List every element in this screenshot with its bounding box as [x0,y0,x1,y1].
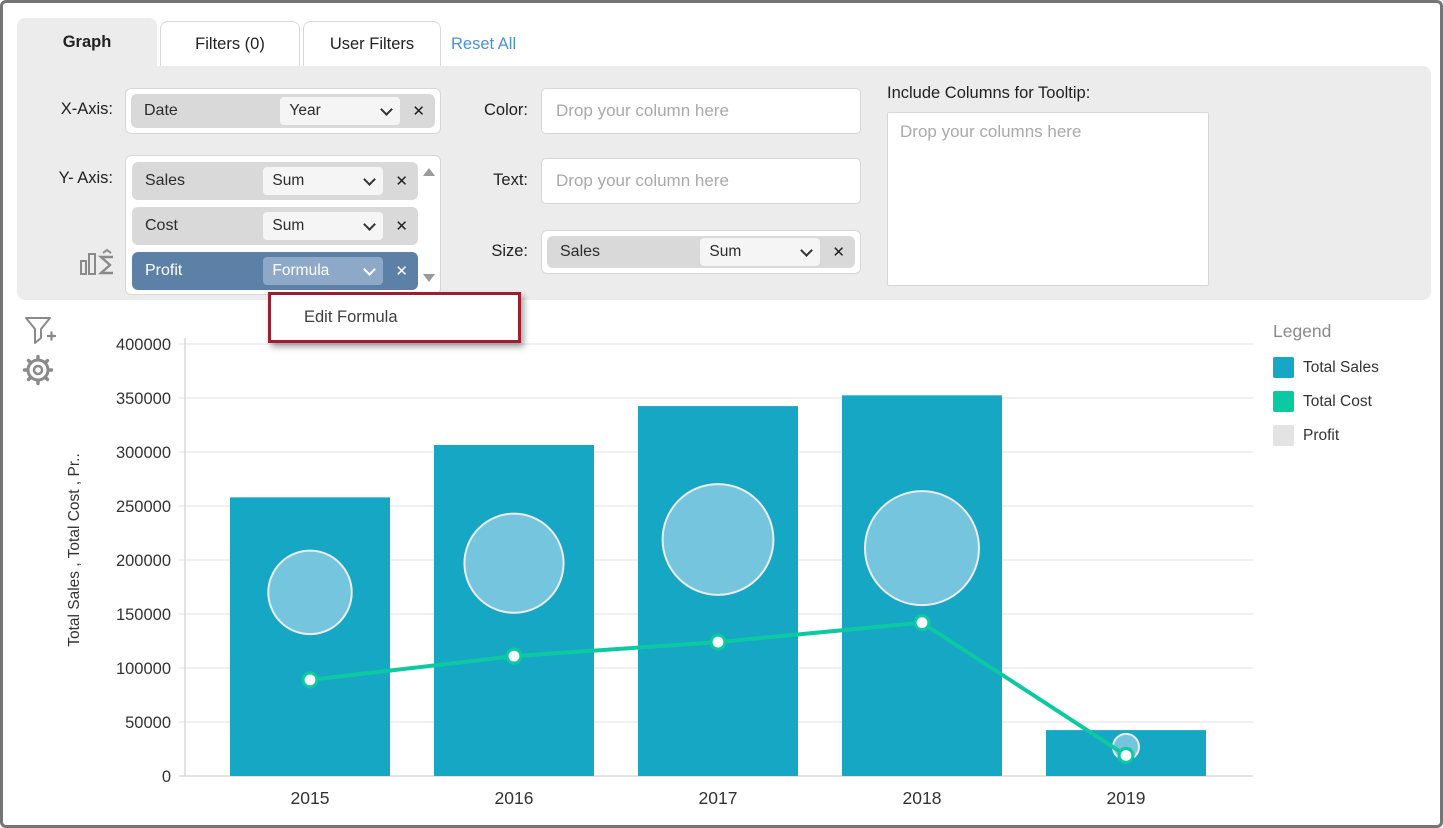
aggregation-value: Sum [272,172,305,189]
y-tick-label: 0 [162,768,171,786]
tab-graph-label: Graph [62,33,112,51]
y-axis-field-pill-profit[interactable]: Profit Formula ✕ [132,252,418,290]
y-axis-field-name: Profit [145,262,183,279]
color-label: Color: [483,101,528,119]
remove-size-field-icon[interactable]: ✕ [832,244,845,261]
remove-y-axis-field-icon[interactable]: ✕ [395,263,408,280]
tab-filters-label: Filters (0) [195,34,265,53]
legend-label: Profit [1303,426,1340,444]
legend-title: Legend [1273,321,1332,341]
chevron-down-icon [363,217,377,231]
legend-item-total-sales[interactable]: Total Sales [1273,357,1379,378]
y-axis-field-pill-cost[interactable]: Cost Sum ✕ [132,207,418,245]
legend-item-total-cost[interactable]: Total Cost [1273,391,1379,412]
x-axis-aggregation-select[interactable]: Year [280,97,401,125]
aggregation-value: Formula [272,262,330,279]
y-axis-scroll-up-icon[interactable] [423,168,435,176]
legend-swatch-profit [1273,425,1294,446]
remove-y-axis-field-icon[interactable]: ✕ [395,173,408,190]
size-field-pill[interactable]: Sales Sum ✕ [547,236,855,268]
x-axis-label: X-Axis: [60,100,113,118]
reset-all-link[interactable]: Reset All [451,35,517,53]
expression-column-icon [80,248,113,275]
chart-legend: Legend Total Sales Total Cost Profit [1273,321,1379,459]
x-tick-label-2016: 2016 [495,788,534,808]
y-axis-field-name: Cost [145,217,178,234]
y-axis-aggregation-select-profit[interactable]: Formula [263,257,384,285]
text-dropzone-input[interactable] [541,158,861,204]
y-axis-label: Y- Axis: [58,169,113,187]
size-field-name: Sales [560,243,601,260]
legend-label: Total Cost [1303,392,1372,410]
cost-marker-2015[interactable] [301,671,319,689]
x-tick-label-2017: 2017 [699,788,738,808]
profit-bubble-2016[interactable] [463,512,565,614]
chevron-down-icon [800,243,814,257]
edit-formula-menu-item[interactable]: Edit Formula [304,308,398,326]
x-axis-dropzone: Date Year ✕ [125,88,441,134]
tooltip-columns-label: Include Columns for Tooltip: [887,84,1091,102]
settings-gear-icon[interactable] [21,353,55,387]
add-filter-icon[interactable] [23,315,57,349]
x-tick-label-2019: 2019 [1107,788,1146,808]
size-label: Size: [491,242,528,260]
size-dropzone: Sales Sum ✕ [541,230,861,274]
cost-marker-2016[interactable] [505,647,523,665]
text-label: Text: [493,171,528,189]
formula-context-menu: Edit Formula [268,292,521,343]
aggregation-value: Sum [709,243,742,260]
legend-label: Total Sales [1303,358,1379,376]
profit-bubble-2017[interactable] [661,483,775,596]
cost-marker-2019[interactable] [1117,746,1135,765]
y-tick-label: 150000 [116,606,171,624]
cost-marker-2018[interactable] [913,614,931,632]
y-axis-aggregation-select-sales[interactable]: Sum [263,167,384,195]
chevron-down-icon [380,102,394,116]
cost-marker-2017[interactable] [709,633,727,651]
x-axis-aggregation-value: Year [289,102,321,119]
y-tick-label: 100000 [116,660,171,678]
legend-swatch-total-sales [1273,357,1294,378]
y-axis-aggregation-select-cost[interactable]: Sum [263,212,384,240]
legend-swatch-total-cost [1273,391,1294,412]
y-tick-label: 350000 [116,390,171,408]
color-dropzone-input[interactable] [541,88,861,134]
bubble-bar-line-chart: 0 50000 100000 150000 200000 250000 300000 3500… [116,336,1253,808]
size-aggregation-select[interactable]: Sum [700,238,821,266]
aggregation-value: Sum [272,217,305,234]
y-axis-field-name: Sales [145,172,186,189]
y-axis-scroll-down-icon[interactable] [423,274,435,282]
tooltip-columns-dropzone[interactable] [887,112,1209,286]
legend-item-profit[interactable]: Profit [1273,425,1379,446]
y-tick-label: 250000 [116,498,171,516]
tab-filters[interactable]: Filters (0) [160,21,300,67]
x-axis-field-name: Date [144,102,178,119]
profit-bubble-2015[interactable] [267,549,353,636]
x-axis-field-pill[interactable]: Date Year ✕ [131,94,435,128]
y-tick-label: 400000 [116,336,171,354]
y-tick-label: 50000 [125,714,171,732]
y-axis-field-pill-sales[interactable]: Sales Sum ✕ [132,162,418,200]
y-axis-dropzone: Sales Sum ✕ Cost Sum ✕ Profit Formula ✕ [125,155,441,295]
tab-user-filters-label: User Filters [329,34,415,53]
chevron-down-icon [363,172,377,186]
remove-y-axis-field-icon[interactable]: ✕ [395,218,408,235]
y-tick-label: 300000 [116,444,171,462]
tab-graph[interactable]: Graph [17,18,157,67]
y-tick-label: 200000 [116,552,171,570]
x-tick-label-2018: 2018 [903,788,942,808]
remove-x-axis-field-icon[interactable]: ✕ [412,103,425,120]
chevron-down-icon [363,262,377,276]
profit-bubble-2018[interactable] [864,490,980,607]
x-tick-label-2015: 2015 [291,788,330,808]
bar-2015[interactable] [230,497,390,776]
